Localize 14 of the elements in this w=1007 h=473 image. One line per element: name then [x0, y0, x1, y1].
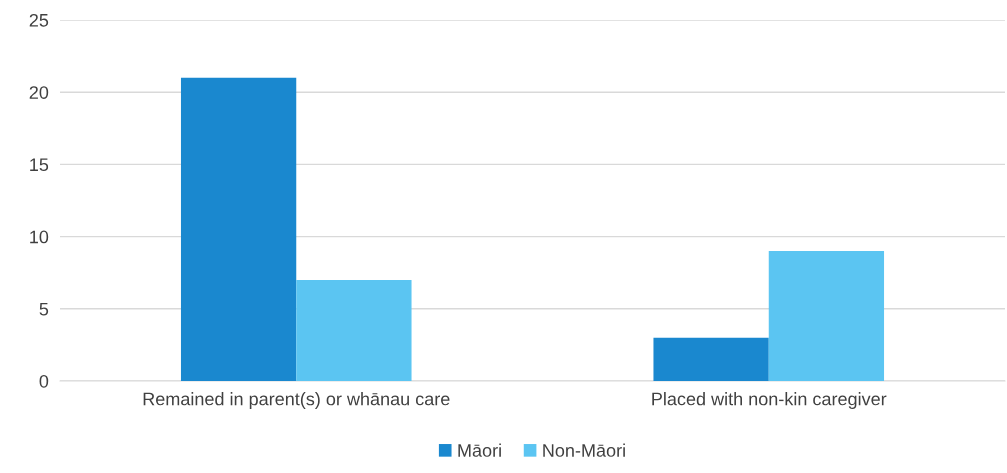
- y-tick-label: 15: [30, 158, 49, 172]
- y-tick-label: 25: [29, 13, 49, 27]
- bar: [180, 77, 297, 381]
- bar: [768, 251, 885, 381]
- bar: [653, 337, 769, 381]
- x-tick-label: Placed with non-kin caregiver: [652, 392, 887, 409]
- y-tick-label: 20: [29, 86, 49, 99]
- y-tick-label: 5: [39, 302, 49, 316]
- y-tick-label: 10: [30, 230, 49, 244]
- legend-label: Māori: [458, 443, 501, 457]
- x-tick-label: Remained in parent(s) or whānau care: [143, 392, 450, 409]
- y-tick-label: 0: [39, 374, 49, 388]
- bar: [296, 279, 412, 381]
- legend-label: Non-Māori: [543, 443, 625, 457]
